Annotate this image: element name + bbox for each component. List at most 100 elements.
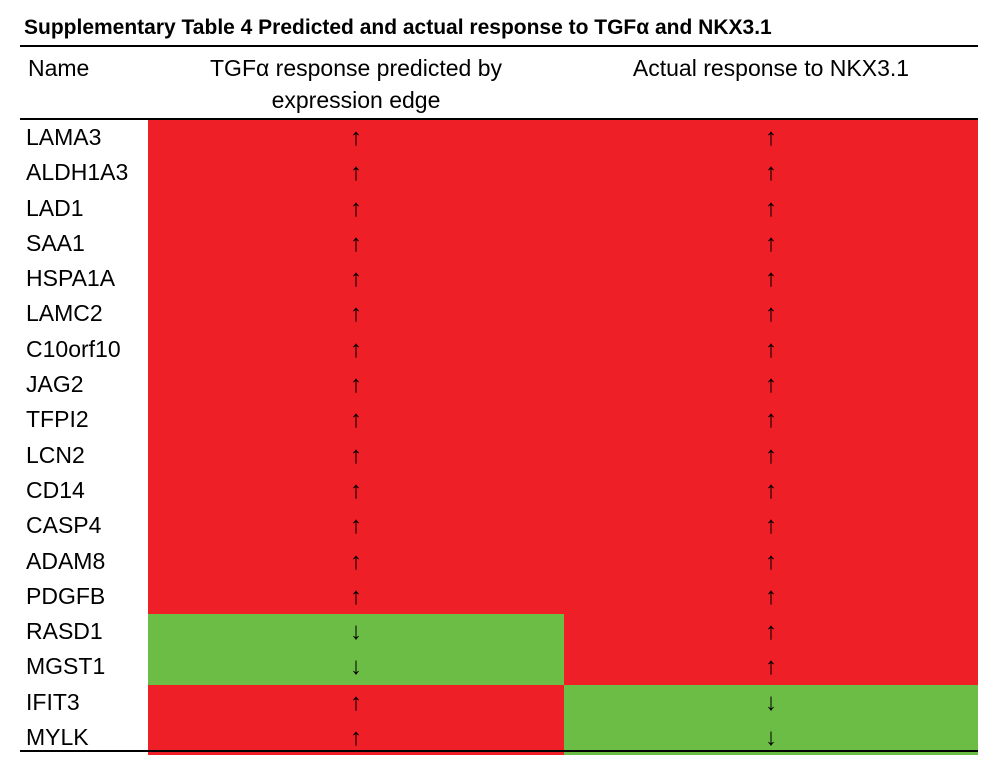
arrow-up-icon: ↑ xyxy=(350,159,362,187)
predicted-response-cell: ↑ xyxy=(148,261,564,297)
table-row: ↑ ↑ LAMA3 xyxy=(20,120,978,156)
actual-response-cell: ↑ xyxy=(564,367,978,403)
arrow-up-icon: ↑ xyxy=(350,582,362,610)
table-row: ↑ ↑ ADAM8 xyxy=(20,543,978,579)
table-row: ↑ ↓ IFIT3 xyxy=(20,684,978,721)
table-row: ↓ ↑ MGST1 xyxy=(20,649,978,685)
header-actual: Actual response to NKX3.1 xyxy=(632,55,910,81)
arrow-up-icon: ↑ xyxy=(765,229,777,257)
actual-response-cell: ↑ xyxy=(564,402,978,438)
header-predicted: TGFα response predicted by expression ed… xyxy=(146,52,566,116)
arrow-down-icon: ↓ xyxy=(765,724,777,752)
actual-response-cell: ↑ xyxy=(564,649,978,685)
header-rule xyxy=(20,118,978,120)
arrow-up-icon: ↑ xyxy=(765,441,777,469)
arrow-up-icon: ↑ xyxy=(350,441,362,469)
arrow-down-icon: ↓ xyxy=(350,653,362,681)
gene-name: TFPI2 xyxy=(26,406,89,433)
gene-name: SAA1 xyxy=(26,229,85,256)
predicted-response-cell: ↑ xyxy=(148,472,564,509)
table-row: ↑ ↑ HSPA1A xyxy=(20,261,978,297)
predicted-response-cell: ↑ xyxy=(148,543,564,579)
table-row: ↑ ↑ ALDH1A3 xyxy=(20,155,978,191)
table-row: ↑ ↑ CD14 xyxy=(20,472,978,509)
arrow-up-icon: ↑ xyxy=(350,688,362,716)
gene-name: PDGFB xyxy=(26,582,106,609)
table-row: ↑ ↓ MYLK xyxy=(20,720,978,756)
table-row: ↑ ↑ C10orf10 xyxy=(20,331,978,368)
actual-response-cell: ↑ xyxy=(564,155,978,191)
predicted-response-cell: ↓ xyxy=(148,649,564,685)
arrow-down-icon: ↓ xyxy=(350,618,362,646)
arrow-up-icon: ↑ xyxy=(765,265,777,293)
table-row: ↑ ↑ PDGFB xyxy=(20,578,978,615)
table-row: ↑ ↑ CASP4 xyxy=(20,508,978,544)
gene-name: LCN2 xyxy=(26,441,85,468)
actual-response-cell: ↑ xyxy=(564,578,978,615)
arrow-up-icon: ↑ xyxy=(350,512,362,540)
arrow-up-icon: ↑ xyxy=(765,653,777,681)
header-predicted-line1: TGFα response predicted by xyxy=(210,55,502,81)
predicted-response-cell: ↑ xyxy=(148,684,564,721)
arrow-up-icon: ↑ xyxy=(350,229,362,257)
arrow-up-icon: ↑ xyxy=(765,406,777,434)
gene-name: RASD1 xyxy=(26,618,103,645)
actual-response-cell: ↑ xyxy=(564,543,978,579)
predicted-response-cell: ↓ xyxy=(148,614,564,650)
actual-response-cell: ↑ xyxy=(564,472,978,509)
gene-name: LAMA3 xyxy=(26,124,102,150)
arrow-up-icon: ↑ xyxy=(765,371,777,399)
predicted-response-cell: ↑ xyxy=(148,190,564,226)
actual-response-cell: ↑ xyxy=(564,225,978,262)
arrow-up-icon: ↑ xyxy=(765,476,777,504)
actual-response-cell: ↑ xyxy=(564,331,978,368)
arrow-up-icon: ↑ xyxy=(765,582,777,610)
gene-name: MGST1 xyxy=(26,653,106,680)
top-rule xyxy=(20,45,978,47)
predicted-response-cell: ↑ xyxy=(148,155,564,191)
actual-response-cell: ↑ xyxy=(564,614,978,650)
arrow-up-icon: ↑ xyxy=(765,194,777,222)
actual-response-cell: ↑ xyxy=(564,508,978,544)
predicted-response-cell: ↑ xyxy=(148,367,564,403)
actual-response-cell: ↓ xyxy=(564,720,978,756)
gene-name: LAD1 xyxy=(26,194,84,221)
table-row: ↓ ↑ RASD1 xyxy=(20,614,978,650)
table-caption: Supplementary Table 4 Predicted and actu… xyxy=(24,16,772,39)
arrow-up-icon: ↑ xyxy=(765,335,777,363)
table-row: ↑ ↑ SAA1 xyxy=(20,225,978,262)
gene-name: LAMC2 xyxy=(26,300,103,327)
predicted-response-cell: ↑ xyxy=(148,331,564,368)
gene-name: MYLK xyxy=(26,724,89,751)
predicted-response-cell: ↑ xyxy=(148,296,564,332)
gene-name: ALDH1A3 xyxy=(26,159,129,186)
arrow-up-icon: ↑ xyxy=(765,300,777,328)
predicted-response-cell: ↑ xyxy=(148,720,564,756)
actual-response-cell: ↓ xyxy=(564,684,978,721)
arrow-up-icon: ↑ xyxy=(765,124,777,151)
gene-name: CD14 xyxy=(26,476,85,503)
bottom-rule xyxy=(20,750,978,752)
arrow-up-icon: ↑ xyxy=(350,124,362,151)
predicted-response-cell: ↑ xyxy=(148,225,564,262)
arrow-up-icon: ↑ xyxy=(350,194,362,222)
arrow-up-icon: ↑ xyxy=(765,159,777,187)
arrow-up-icon: ↑ xyxy=(350,335,362,363)
actual-response-cell: ↑ xyxy=(564,261,978,297)
predicted-response-cell: ↑ xyxy=(148,508,564,544)
predicted-response-cell: ↑ xyxy=(148,120,564,156)
header-name: Name xyxy=(28,55,90,81)
arrow-up-icon: ↑ xyxy=(765,618,777,646)
arrow-up-icon: ↑ xyxy=(350,265,362,293)
actual-response-cell: ↑ xyxy=(564,437,978,473)
arrow-up-icon: ↑ xyxy=(765,512,777,540)
arrow-up-icon: ↑ xyxy=(350,300,362,328)
table-row: ↑ ↑ JAG2 xyxy=(20,367,978,403)
gene-name: IFIT3 xyxy=(26,688,80,715)
gene-name: C10orf10 xyxy=(26,335,121,362)
gene-name: JAG2 xyxy=(26,371,84,398)
arrow-up-icon: ↑ xyxy=(350,547,362,575)
gene-name: HSPA1A xyxy=(26,265,116,292)
predicted-response-cell: ↑ xyxy=(148,402,564,438)
